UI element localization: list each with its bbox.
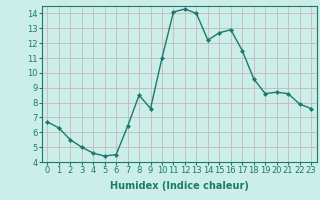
X-axis label: Humidex (Indice chaleur): Humidex (Indice chaleur)	[110, 181, 249, 191]
